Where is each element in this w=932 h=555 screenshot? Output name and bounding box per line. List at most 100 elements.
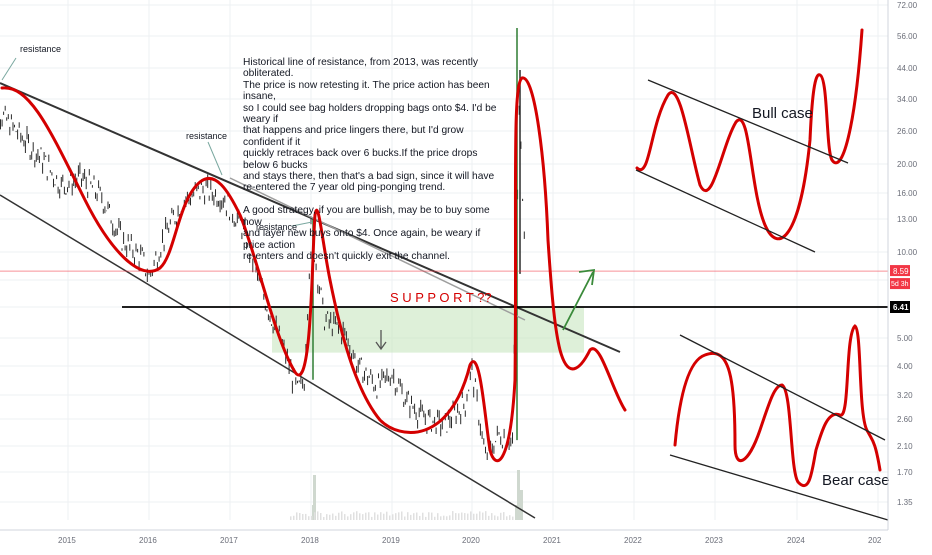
countdown-badge [890, 278, 910, 290]
bull-channel-lower [635, 169, 816, 253]
volume-bar [467, 513, 469, 520]
volume-bar [311, 515, 313, 520]
volume-bar [326, 514, 328, 520]
red-price-curve [0, 76, 627, 463]
bear-channel-lower [669, 454, 889, 521]
volume-bar [353, 512, 355, 520]
volume-bar [350, 514, 352, 520]
volume-bar [434, 516, 436, 520]
grey-trendline [229, 177, 526, 321]
volume-bar [455, 513, 457, 520]
x-tick-label: 2024 [787, 536, 805, 545]
y-tick-label: 26.00 [897, 127, 918, 136]
volume-bar [485, 511, 487, 520]
volume-bar [452, 511, 454, 520]
volume-bar [503, 512, 505, 520]
y-tick-label: 1.70 [897, 468, 913, 477]
y-tick-label: 34.00 [897, 95, 918, 104]
volume-bar [443, 515, 445, 520]
volume-bar [494, 515, 496, 520]
volume-bar [500, 512, 502, 520]
x-tick-label: 2023 [705, 536, 723, 545]
volume-bar [517, 470, 520, 520]
volume-bar [398, 512, 400, 520]
volume-bar [509, 515, 511, 520]
volume-bar [395, 513, 397, 520]
bull-channel-upper [647, 79, 849, 164]
volume-bar [347, 516, 349, 520]
volume-bar [488, 515, 490, 520]
y-tick-label: 3.20 [897, 391, 913, 400]
support-zone [272, 307, 584, 353]
x-tick-label: 2017 [220, 536, 238, 545]
volume-bar [323, 516, 325, 520]
x-tick-label: 202 [868, 536, 882, 545]
volume-bar [314, 512, 316, 520]
resistance-pointer [1, 57, 17, 81]
volume-bar [497, 516, 499, 520]
y-tick-label: 2.10 [897, 442, 913, 451]
bull-case-curve [635, 28, 864, 241]
volume-bar [428, 512, 430, 520]
bear-case-label: Bear case [822, 472, 890, 489]
volume-bar [491, 513, 493, 520]
volume-bar [332, 513, 334, 520]
annotation-note: Historical line of resistance, from 2013… [243, 57, 497, 262]
y-tick-label: 16.00 [897, 189, 918, 198]
resistance-pointer [207, 141, 223, 176]
y-tick-label: 10.00 [897, 248, 918, 257]
x-tick-label: 2022 [624, 536, 642, 545]
down-arrowhead [375, 341, 387, 351]
volume-bar [296, 512, 298, 520]
y-tick-label: 13.00 [897, 215, 918, 224]
volume-bar [416, 512, 418, 520]
volume-bar [392, 514, 394, 520]
y-tick-label: 44.00 [897, 64, 918, 73]
bull-case-label: Bull case [752, 105, 813, 122]
volume-bar [473, 513, 475, 520]
volume-bar [520, 490, 523, 520]
volume-bar [506, 516, 508, 520]
volume-bar [335, 515, 337, 520]
volume-bar [458, 513, 460, 520]
volume-bar [401, 511, 403, 520]
resistance-pointer [291, 221, 313, 227]
volume-bar [359, 513, 361, 520]
volume-bar [368, 512, 370, 520]
volume-bar [380, 512, 382, 520]
x-tick-label: 2016 [139, 536, 157, 545]
y-tick-label: 1.35 [897, 498, 913, 507]
volume-bar [461, 512, 463, 520]
volume-bar [377, 514, 379, 520]
y-tick-label: 72.00 [897, 1, 918, 10]
price-badge-label: 8.59 [893, 267, 909, 276]
volume-bar [413, 513, 415, 520]
volume-bar [446, 516, 448, 520]
x-tick-label: 2021 [543, 536, 561, 545]
x-tick-label: 2019 [382, 536, 400, 545]
y-tick-label: 20.00 [897, 160, 918, 169]
x-tick-label: 2015 [58, 536, 76, 545]
volume-bar [470, 511, 472, 520]
volume-bar [293, 515, 295, 520]
volume-bar [437, 513, 439, 520]
volume-bar [329, 514, 331, 520]
support-badge [890, 301, 910, 313]
volume-bar [389, 515, 391, 520]
volume-bar [422, 512, 424, 520]
price-badge [890, 265, 910, 277]
volume-bar [512, 516, 514, 520]
y-tick-label: 2.60 [897, 415, 913, 424]
volume-bar [356, 511, 358, 520]
x-tick-label: 2020 [462, 536, 480, 545]
volume-bar [449, 515, 451, 520]
volume-bar [338, 512, 340, 520]
volume-bar [308, 516, 310, 520]
bear-case-curve [673, 324, 882, 487]
volume-bar [431, 512, 433, 520]
volume-bar [374, 512, 376, 520]
volume-bar [515, 505, 517, 520]
volume-bar [362, 514, 364, 520]
volume-bar [476, 513, 478, 520]
